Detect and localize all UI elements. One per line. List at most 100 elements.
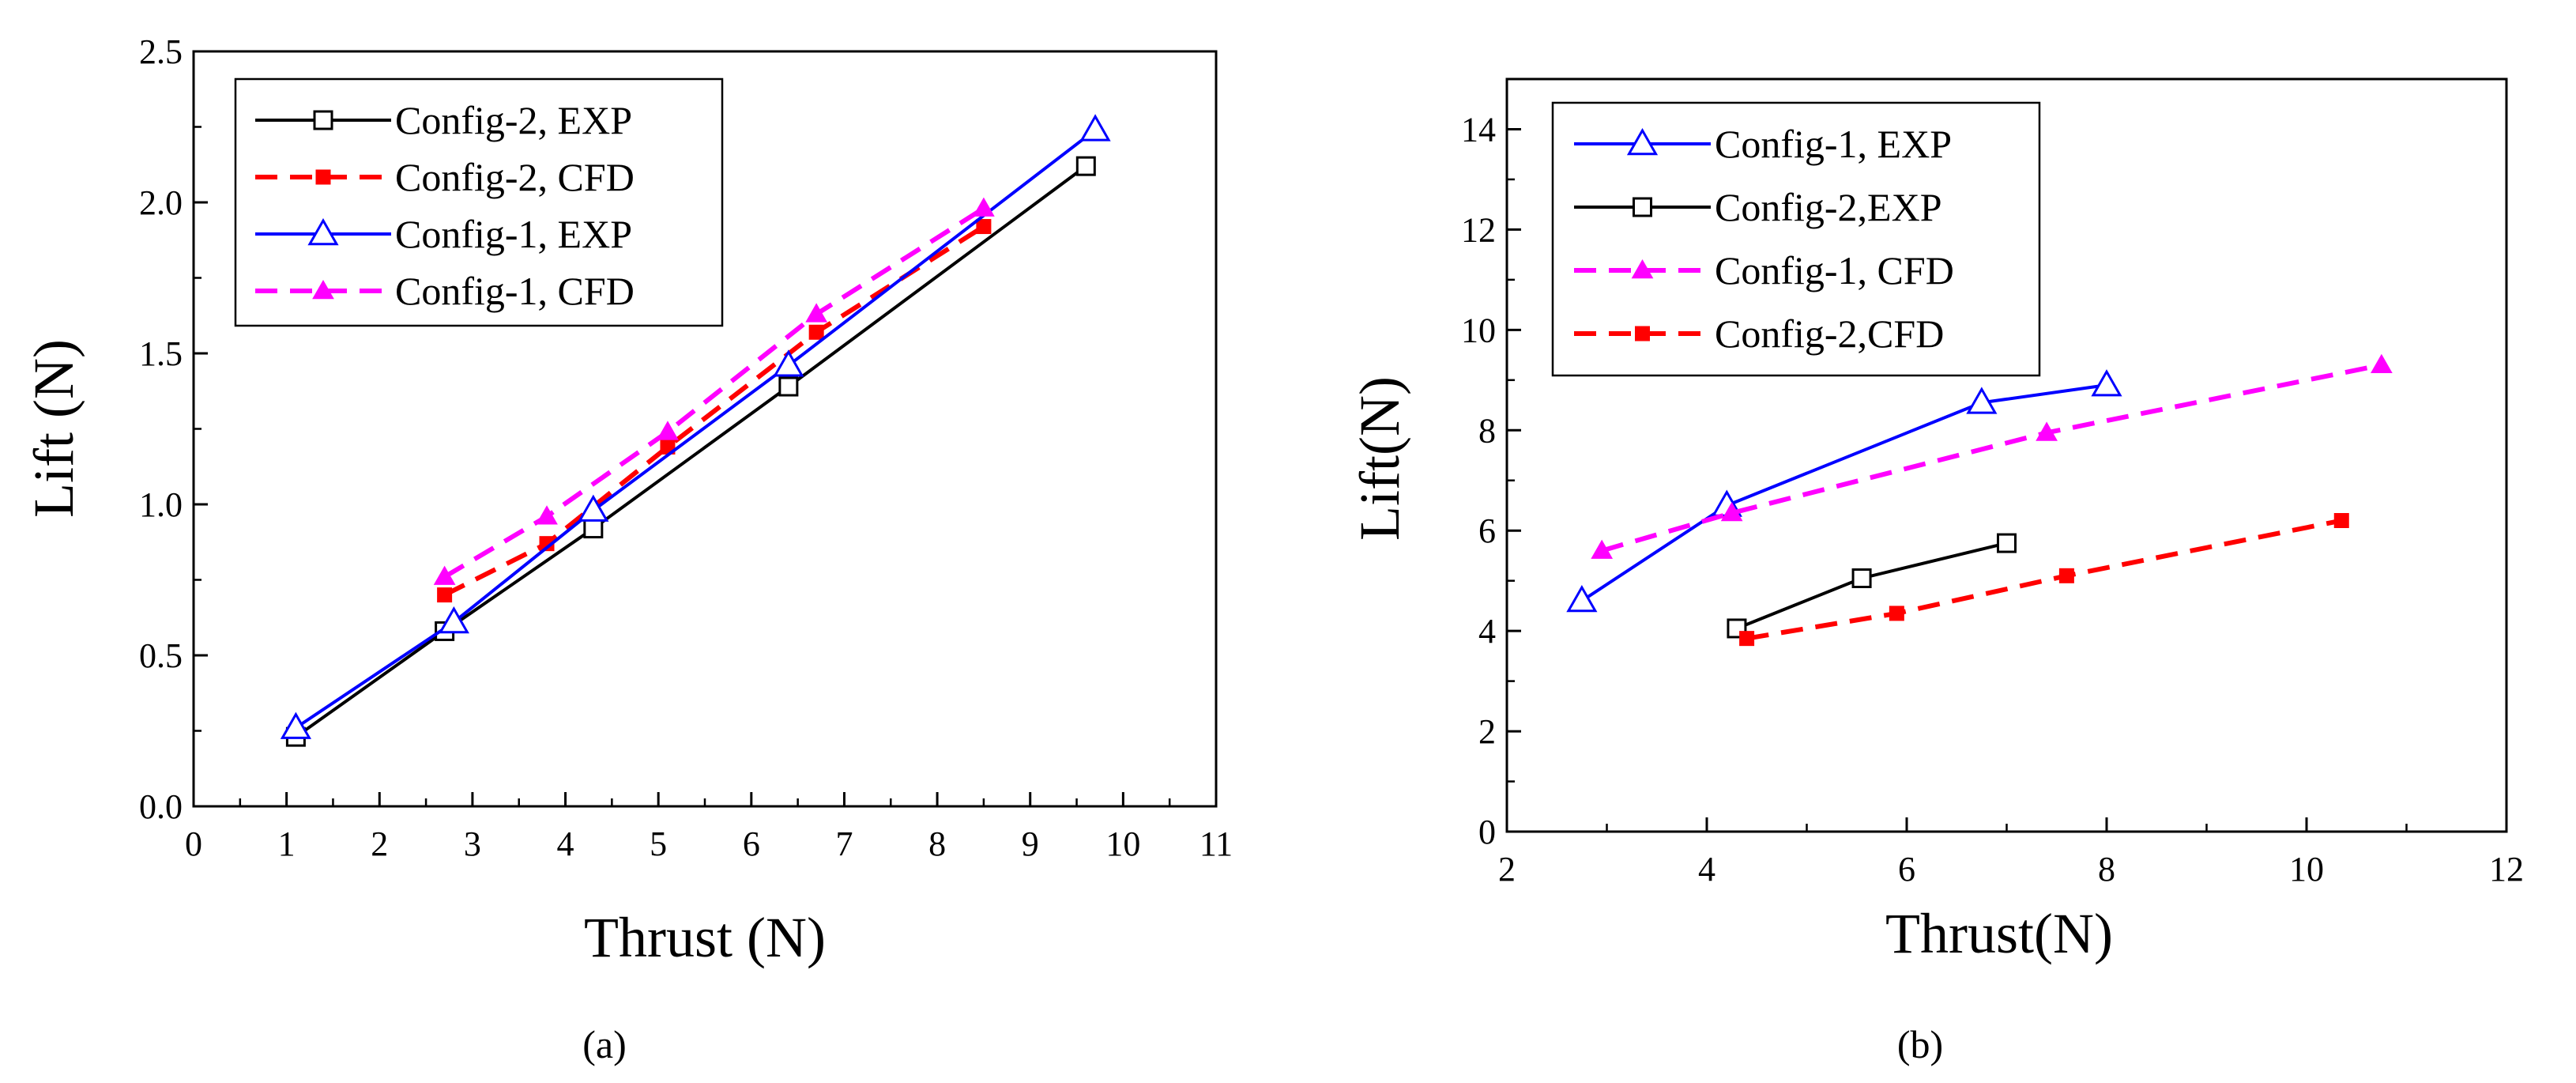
chart-a-x-tick-label: 11 — [1199, 825, 1233, 863]
chart-b-data-point — [1739, 631, 1755, 647]
chart-a-x-axis-title: Thrust (N) — [584, 906, 826, 969]
chart-a-data-point — [583, 519, 604, 539]
chart-a-x-tick-label: 6 — [743, 825, 760, 863]
chart-a-data-point — [976, 219, 992, 235]
chart-a-data-point — [578, 494, 609, 522]
chart-a-y-tick-label: 1.5 — [139, 334, 183, 373]
chart-a-y-tick-label: 1.0 — [139, 485, 183, 524]
legend-label: Config-2,CFD — [1715, 311, 1944, 356]
chart-a-data-point — [1075, 156, 1096, 176]
legend-marker-swatch — [313, 110, 333, 130]
chart-b-series-line — [1580, 383, 2107, 602]
chart-a-x-tick-label: 10 — [1105, 825, 1140, 863]
chart-a-y-tick-label: 0.5 — [139, 636, 183, 675]
legend-label: Config-1, EXP — [1715, 122, 1952, 166]
chart-a-y-tick-label: 2.5 — [139, 32, 183, 71]
chart-a-data-point — [805, 303, 828, 323]
chart-a-y-tick-label: 0.0 — [139, 787, 183, 826]
legend-marker-swatch — [1633, 197, 1652, 217]
chart-a-x-tick-label: 2 — [371, 825, 388, 863]
chart-a-data-point — [973, 197, 995, 217]
chart-b-data-point — [2058, 568, 2074, 583]
chart-b-x-axis-title: Thrust(N) — [1885, 902, 2113, 965]
chart-b-series-line — [1736, 542, 2007, 630]
chart-b-data-point — [1566, 585, 1598, 613]
chart-a-data-point — [438, 606, 469, 634]
chart-b-x-tick-label: 10 — [2289, 850, 2324, 889]
chart-b-y-tick-label: 0 — [1478, 813, 1496, 851]
chart-b-series-line — [1601, 362, 2382, 553]
chart-a-series-line — [443, 225, 985, 598]
chart-a-x-tick-label: 0 — [185, 825, 202, 863]
chart-b-data-point — [1851, 568, 1872, 588]
chart-b-y-tick-label: 14 — [1461, 110, 1496, 149]
legend-label: Config-2,EXP — [1715, 185, 1942, 229]
legend-label: Config-2, EXP — [395, 98, 632, 142]
chart-b-series-0 — [1566, 369, 2122, 613]
chart-a-data-point — [773, 349, 804, 377]
legend-label: Config-1, CFD — [395, 269, 635, 313]
chart-b-legend-item: Config-2,EXP — [1574, 185, 1942, 229]
chart-b-legend: Config-1, EXP Config-2,EXP Config-1, CFD Co… — [1551, 101, 2041, 377]
legend-marker-swatch — [1631, 258, 1654, 279]
chart-a-x-tick-label: 9 — [1022, 825, 1039, 863]
chart-a-x-tick-label: 5 — [650, 825, 667, 863]
chart-b-caption: (b) — [1897, 1022, 1943, 1066]
legend-marker-swatch — [312, 279, 334, 300]
chart-a-y-tick-label: 2.0 — [139, 183, 183, 222]
chart-a-legend-item: Config-1, EXP — [255, 212, 632, 256]
legend-marker-swatch — [307, 217, 339, 246]
chart-b-legend-item: Config-2,CFD — [1574, 311, 1944, 356]
chart-b-data-point — [1889, 606, 1904, 621]
chart-a-series — [280, 114, 1111, 747]
chart-b-data-point — [1997, 533, 2017, 553]
chart-a-legend-item: Config-1, CFD — [255, 269, 635, 313]
chart-a-x-tick-label: 3 — [464, 825, 481, 863]
chart-b-x-tick-label: 4 — [1698, 850, 1715, 889]
chart-b-x-tick-label: 6 — [1898, 850, 1915, 889]
chart-b-y-tick-label: 10 — [1461, 311, 1496, 349]
chart-a-legend-item: Config-2, CFD — [255, 155, 635, 199]
chart-b-y-tick-label: 12 — [1461, 210, 1496, 249]
legend-marker-swatch — [1635, 326, 1650, 342]
legend-label: Config-1, EXP — [395, 212, 632, 256]
chart-a-data-point — [657, 421, 679, 440]
chart-a: 0 1 2 3 4 5 6 7 8 9 10 11 0.0 0.5 1.0 1.5 2.0 2.5 Config-… — [22, 32, 1233, 1066]
chart-b-data-point — [1720, 501, 1743, 522]
chart-a-data-point — [808, 324, 824, 340]
chart-a-y-axis-title: Lift (N) — [22, 339, 85, 518]
chart-a-legend: Config-2, EXP Config-2, CFD Config-1, EXP C… — [234, 77, 724, 327]
chart-b-x-tick-label: 8 — [2098, 850, 2115, 889]
chart-a-ticks: 0 1 2 3 4 5 6 7 8 9 10 11 0.0 0.5 1.0 1.5 2.0 2.5 — [139, 32, 1233, 863]
chart-b-y-tick-label: 4 — [1478, 612, 1496, 651]
chart-a-data-point — [280, 711, 311, 739]
chart-b-series-2 — [1591, 353, 2393, 559]
chart-a-x-tick-label: 1 — [278, 825, 296, 863]
chart-b-data-point — [1591, 539, 1614, 559]
chart-b-y-tick-label: 2 — [1478, 712, 1496, 751]
chart-b-series-1 — [1727, 533, 2017, 639]
legend-marker-swatch — [315, 169, 331, 185]
chart-b-series — [1566, 353, 2393, 647]
chart-a-data-point — [437, 587, 453, 603]
chart-a-series-3 — [433, 197, 995, 585]
chart-b-x-tick-label: 2 — [1498, 850, 1516, 889]
chart-a-x-tick-label: 8 — [928, 825, 946, 863]
chart-b-y-tick-label: 6 — [1478, 511, 1496, 550]
chart-a-data-point — [778, 376, 799, 397]
chart-b-data-point — [2036, 421, 2058, 441]
chart-b-data-point — [2091, 369, 2122, 397]
chart-b-data-point — [2371, 353, 2393, 374]
chart-a-legend-item: Config-2, EXP — [255, 98, 632, 142]
chart-a-x-tick-label: 4 — [557, 825, 574, 863]
chart-b-x-tick-label: 12 — [2489, 850, 2524, 889]
chart-a-x-tick-label: 7 — [835, 825, 853, 863]
chart-a-series-1 — [437, 219, 992, 603]
chart-a-caption: (a) — [582, 1022, 627, 1066]
legend-marker-swatch — [1626, 127, 1659, 156]
chart-b-series-3 — [1739, 513, 2349, 647]
chart-b-y-axis-title: Lift(N) — [1348, 376, 1411, 541]
chart-b-series-line — [1746, 518, 2342, 641]
